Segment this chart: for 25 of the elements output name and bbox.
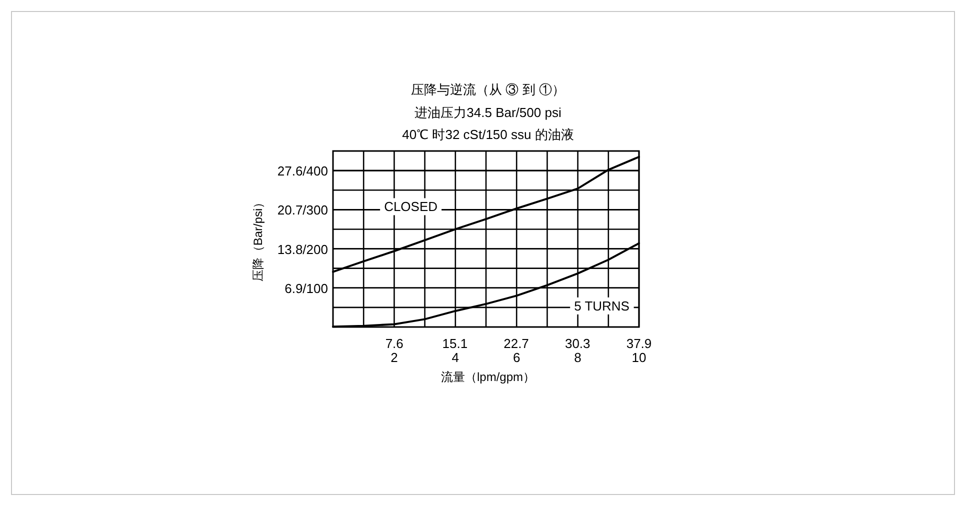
x-tick: 8 bbox=[574, 350, 582, 365]
xlabel: 流量（lpm/gpm） bbox=[441, 370, 535, 384]
x-tick: 4 bbox=[452, 350, 460, 365]
y-tick: 13.8/ bbox=[277, 242, 306, 257]
y2-tick: 100 bbox=[306, 280, 328, 296]
ylabel: 压降（Bar/psi） bbox=[251, 196, 265, 282]
x-tick: 10 bbox=[632, 350, 646, 365]
series-label: 5 TURNS bbox=[574, 298, 630, 314]
y2-tick: 400 bbox=[306, 164, 328, 179]
y2-tick: 200 bbox=[306, 242, 328, 257]
series-label: CLOSED bbox=[384, 199, 438, 214]
y-tick: 6.9/ bbox=[284, 280, 306, 296]
x2-tick: 37.9 bbox=[626, 336, 652, 351]
x2-tick: 7.6 bbox=[385, 336, 404, 351]
subtitle: 40℃ 时32 cSt/150 ssu 的油液 bbox=[402, 127, 574, 142]
x2-tick: 30.3 bbox=[564, 336, 590, 351]
x-tick: 2 bbox=[390, 350, 398, 365]
x2-tick: 22.7 bbox=[504, 336, 529, 351]
x2-tick: 15.1 bbox=[442, 336, 468, 351]
subtitle: 进油压力34.5 Bar/500 psi bbox=[414, 105, 562, 120]
title: 压降与逆流（从 ③ 到 ①） bbox=[411, 82, 565, 97]
y-tick: 27.6/ bbox=[277, 164, 306, 179]
y-tick: 20.7/ bbox=[277, 202, 306, 218]
y2-tick: 300 bbox=[306, 202, 328, 218]
x-tick: 6 bbox=[512, 350, 520, 365]
